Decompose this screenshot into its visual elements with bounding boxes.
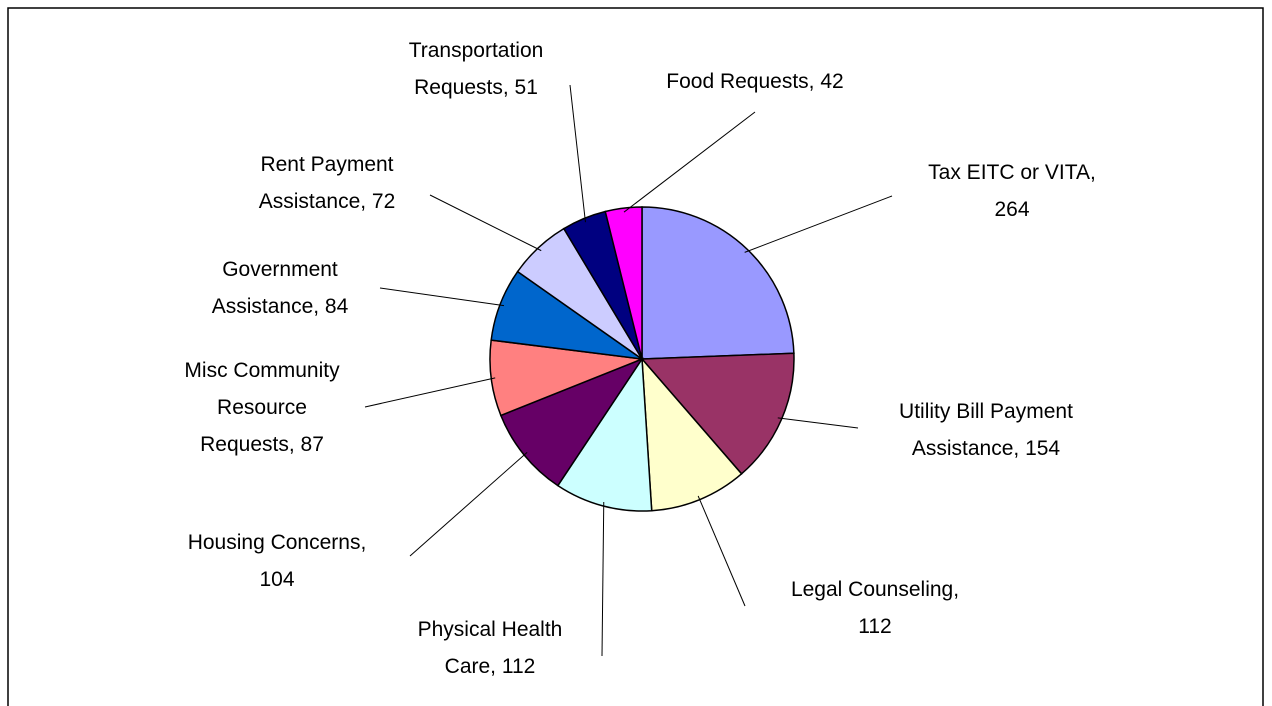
leader-line xyxy=(429,194,542,252)
data-label-line: Assistance, 84 xyxy=(212,295,349,318)
pie-slice xyxy=(556,356,653,512)
leader-line xyxy=(623,111,756,213)
data-label-line: 104 xyxy=(259,568,294,591)
data-label-line: 264 xyxy=(994,198,1029,221)
data-label: Food Requests, 42 xyxy=(666,70,843,93)
data-label-line: Requests, 51 xyxy=(414,76,538,99)
data-label-line: Housing Concerns, xyxy=(188,531,367,554)
data-label-line: Legal Counseling, xyxy=(791,578,959,601)
pie-slice xyxy=(640,352,795,475)
data-label-line: Assistance, 72 xyxy=(259,190,396,213)
data-label: Tax EITC or VITA, 264 xyxy=(928,161,1096,221)
pie-slice xyxy=(641,206,795,360)
leader-line xyxy=(379,287,505,307)
data-label: Misc Community Resource Requests, 87 xyxy=(184,359,340,456)
data-label-line: Requests, 87 xyxy=(200,433,324,456)
data-label-line: Government xyxy=(222,258,338,281)
leader-line xyxy=(601,501,605,657)
data-label-line: Assistance, 154 xyxy=(912,437,1061,460)
pie-slice xyxy=(604,206,643,360)
data-label-line: Care, 112 xyxy=(445,655,536,678)
data-label: Rent Payment Assistance, 72 xyxy=(259,153,396,213)
data-label-line: Transportation xyxy=(409,39,544,62)
data-label: Utility Bill Payment Assistance, 154 xyxy=(899,400,1073,460)
data-label-line: 112 xyxy=(858,615,891,638)
data-label-line: Misc Community xyxy=(184,359,340,382)
data-label-line: Physical Health xyxy=(418,618,563,641)
data-label-line: Food Requests, 42 xyxy=(666,70,843,93)
data-label: Transportation Requests, 51 xyxy=(409,39,544,99)
data-label-line: Resource xyxy=(217,396,307,419)
data-label: Government Assistance, 84 xyxy=(212,258,349,318)
leader-line xyxy=(697,495,746,607)
data-label: Physical Health Care, 112 xyxy=(418,618,563,678)
leader-line xyxy=(569,84,586,223)
leader-line xyxy=(744,195,893,253)
data-label: Legal Counseling, 112 xyxy=(791,578,959,638)
leader-line xyxy=(777,417,859,429)
data-label-line: Tax EITC or VITA, xyxy=(928,161,1096,184)
data-label-line: Rent Payment xyxy=(260,153,393,176)
leader-line xyxy=(364,377,496,408)
data-label: Housing Concerns, 104 xyxy=(188,531,367,591)
data-label-line: Utility Bill Payment xyxy=(899,400,1073,423)
leader-line xyxy=(409,451,528,557)
